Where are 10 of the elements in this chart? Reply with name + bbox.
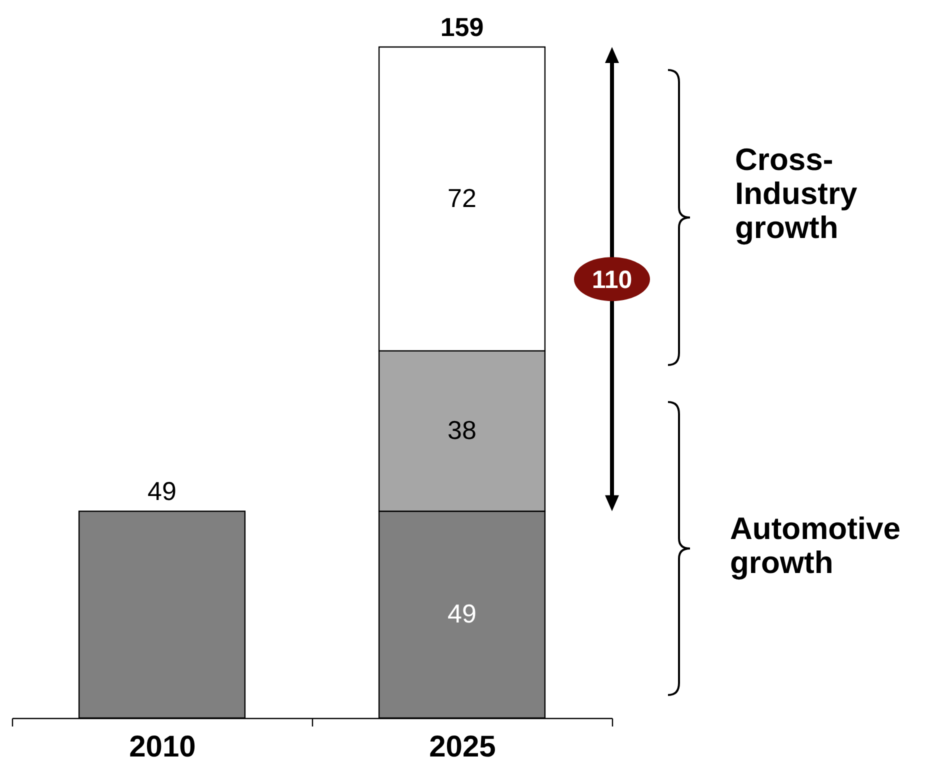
annotation: 110 [592,266,632,294]
total-label: 159 [440,12,484,42]
text: Automotive growth [730,511,902,580]
text: Cross-Industry growth [735,142,858,245]
data-label: 49 [448,598,476,629]
data-label: 72 [448,182,476,213]
x-tick-label: 2010 [129,730,196,764]
x-tick-label: 2025 [429,730,496,764]
total-label: 49 [148,476,176,506]
data-label: 38 [448,415,476,446]
